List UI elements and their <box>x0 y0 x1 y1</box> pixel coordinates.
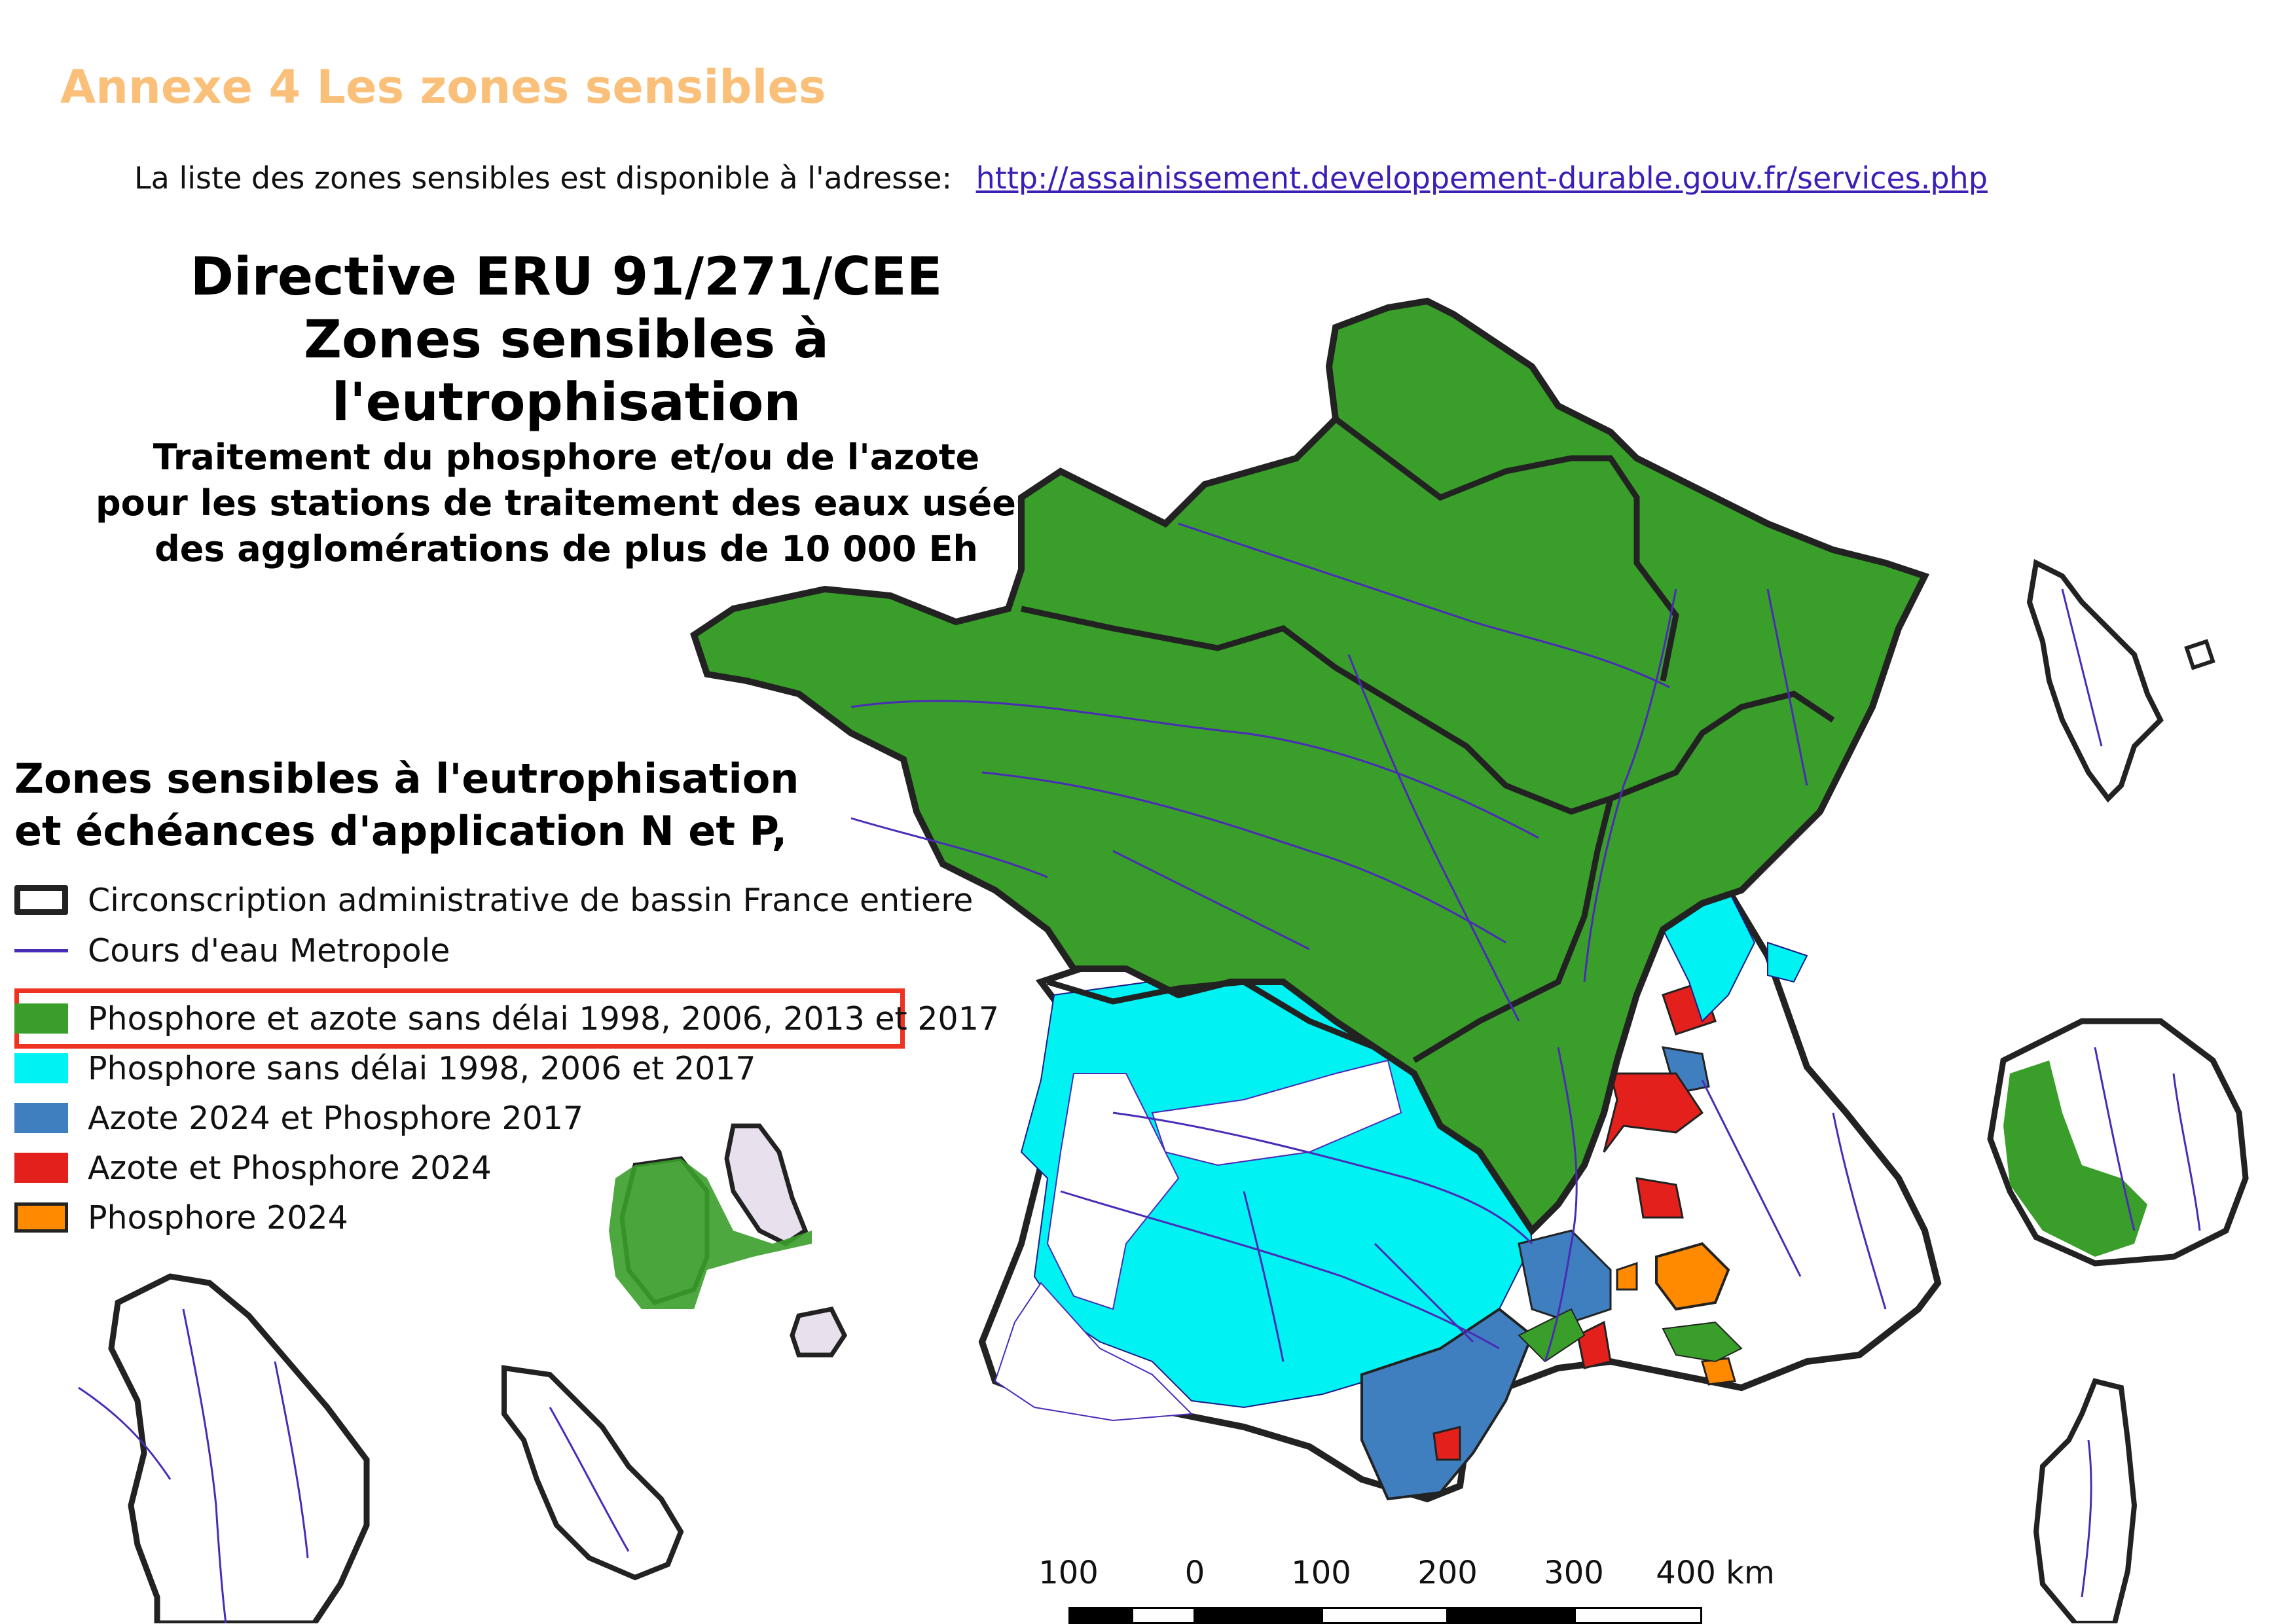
legend: Zones sensibles à l'eutrophisation et éc… <box>14 753 999 1236</box>
zone-phosphore-2024-4 <box>1701 1357 1736 1386</box>
legend-label-phosphore-azote: Phosphore et azote sans délai 1998, 2006… <box>88 1000 1000 1038</box>
legend-item-azote-2024: Azote 2024 et Phosphore 2017 <box>14 1098 583 1138</box>
map-title-zones: Zones sensibles à l'eutrophisation <box>304 309 829 433</box>
legend-title-1: Zones sensibles à l'eutrophisation <box>14 755 799 803</box>
island-corse <box>2033 1378 2138 1623</box>
basin-boundary-loire-rhone <box>1412 797 1614 1063</box>
zone-green-reunion <box>2003 1060 2147 1257</box>
legend-label-phosphore-2024: Phosphore 2024 <box>88 1199 348 1236</box>
legend-label-azote-2024: Azote 2024 et Phosphore 2017 <box>88 1099 584 1137</box>
intro-line: La liste des zones sensibles est disponi… <box>134 160 1988 196</box>
map-title-directive: Directive ERU 91/271/CEE <box>190 246 943 307</box>
zone-azote-phosphore-red-1 <box>1603 1072 1704 1153</box>
zone-azote-languedoc <box>1360 1307 1534 1501</box>
legend-label-phosphore: Phosphore sans délai 1998, 2006 et 2017 <box>88 1049 756 1087</box>
zone-green-guadeloupe <box>609 1159 812 1309</box>
legend-item-azote-phosphore-2024: Azote et Phosphore 2024 <box>14 1148 492 1187</box>
zone-phosphore-savoie <box>1767 941 1808 983</box>
zone-phosphore-azote-main <box>690 297 1930 1236</box>
river-line-swatch <box>14 935 68 965</box>
scale-label-3: 200 <box>1417 1555 1478 1591</box>
zone-azote-phosphore-red-3 <box>1635 1177 1684 1219</box>
island-guadeloupe-grande-terre <box>724 1123 809 1247</box>
basin-boundary-seine <box>1021 605 1835 815</box>
zone-green-var <box>1662 1321 1743 1363</box>
scale-label-5: 400 km <box>1656 1555 1775 1591</box>
zone-white-landes <box>994 1282 1194 1422</box>
legend-label-azote-phosphore-2024: Azote et Phosphore 2024 <box>88 1149 492 1187</box>
scale-segment-3 <box>1195 1607 1322 1624</box>
zone-azote-phosphore-red-5 <box>1432 1426 1461 1461</box>
island-martinique <box>501 1365 684 1581</box>
zone-white-aquitaine <box>1046 1073 1180 1310</box>
map-subtitle-3: des agglomérations de plus de 10 000 Eh <box>155 528 978 569</box>
zone-white-dordogne <box>1151 1059 1402 1166</box>
scale-label-2: 100 <box>1291 1555 1351 1591</box>
zone-phosphore-2024-3 <box>1616 1261 1638 1291</box>
island-marie-galante <box>790 1307 848 1358</box>
cyan-swatch <box>14 1053 68 1083</box>
rivers-outremer <box>78 588 2201 1623</box>
scale-segment-1 <box>1068 1607 1132 1624</box>
legend-item-basin: Circonscription administrative de bassin… <box>14 880 973 920</box>
blue-swatch <box>14 1103 68 1133</box>
basin-boundary-loire-garonne <box>1046 979 1376 1051</box>
legend-label-basin: Circonscription administrative de bassin… <box>88 881 974 919</box>
basin-boundary-rhin <box>1334 416 1679 681</box>
legend-item-phosphore-2024: Phosphore 2024 <box>14 1198 348 1237</box>
map-subtitle-2: pour les stations de traitement des eaux… <box>95 482 1038 524</box>
rivers-mainland <box>850 522 1887 1362</box>
legend-label-rivers: Cours d'eau Metropole <box>88 931 450 969</box>
zone-phosphore-2024-2 <box>1655 1242 1730 1311</box>
scale-label-0: 100 <box>1038 1555 1099 1591</box>
scale-label-1: 0 <box>1184 1555 1205 1591</box>
scale-bar: 100 0 100 200 300 400 km <box>1038 1555 1794 1624</box>
scale-segment-4 <box>1321 1607 1448 1624</box>
basin-outline-swatch <box>14 885 68 915</box>
services-link[interactable]: http://assainissement.developpement-dura… <box>975 160 1988 196</box>
intro-text: La liste des zones sensibles est disponi… <box>134 160 952 196</box>
zone-azote-phosphore-red-4 <box>1576 1320 1612 1369</box>
green-swatch <box>14 1003 68 1034</box>
legend-item-rivers: Cours d'eau Metropole <box>14 931 450 970</box>
map-subtitle-1: Traitement du phosphore et/ou de l'azote <box>153 437 980 478</box>
map-title-block: Directive ERU 91/271/CEE Zones sensibles… <box>72 245 1061 571</box>
red-swatch <box>14 1153 68 1183</box>
legend-item-phosphore: Phosphore sans délai 1998, 2006 et 2017 <box>14 1049 756 1088</box>
legend-title-2: et échéances d'application N et P, <box>14 807 788 855</box>
island-mayotte-small <box>2184 639 2215 670</box>
orange-swatch <box>14 1202 68 1233</box>
legend-item-phosphore-azote: Phosphore et azote sans délai 1998, 2006… <box>14 999 999 1038</box>
scale-segment-6 <box>1574 1607 1702 1624</box>
zone-green-coast <box>1518 1308 1586 1363</box>
island-mayotte <box>2026 559 2164 803</box>
annex-title: Annexe 4 Les zones sensibles <box>60 60 826 114</box>
scale-segment-2 <box>1131 1607 1195 1624</box>
scale-label-4: 300 <box>1544 1555 1604 1591</box>
scale-segment-5 <box>1448 1607 1575 1624</box>
